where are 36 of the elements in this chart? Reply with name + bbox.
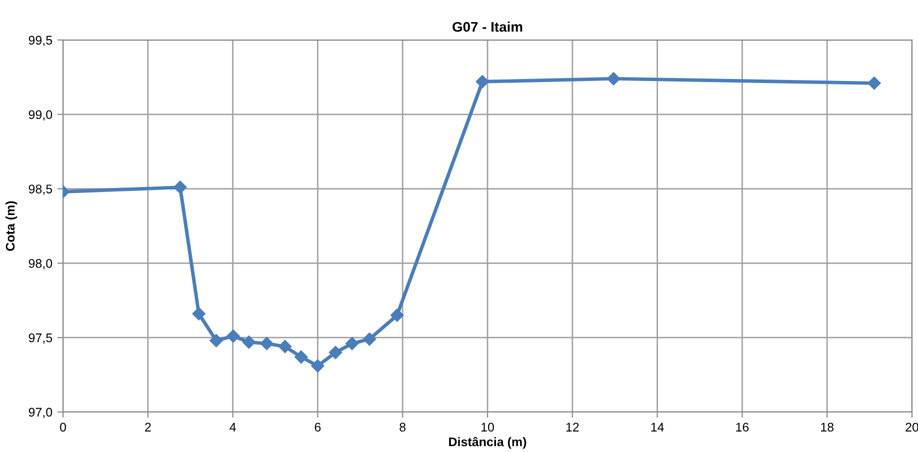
y-tick-label: 97,5 xyxy=(28,333,52,344)
point xyxy=(390,308,404,322)
chart-title: G07 - Itaim xyxy=(452,22,522,32)
y-tick-label: 99,5 xyxy=(28,36,52,46)
point xyxy=(328,346,342,360)
y-tick-label: 99,0 xyxy=(28,110,52,121)
x-tick-label: 14 xyxy=(651,422,664,432)
x-tick-label: 4 xyxy=(230,422,236,432)
x-tick-label: 12 xyxy=(566,422,579,432)
point xyxy=(294,350,308,364)
y-tick-label: 98,5 xyxy=(28,184,52,195)
point xyxy=(210,334,223,348)
x-tick-label: 6 xyxy=(314,422,321,432)
y-tick-label: 98,0 xyxy=(28,259,52,270)
x-tick-label: 16 xyxy=(736,422,749,432)
x-tick-label: 8 xyxy=(400,422,406,432)
point xyxy=(362,332,376,346)
y-tick-label: 97,0 xyxy=(28,408,52,418)
x-tick-label: 18 xyxy=(821,422,834,432)
point xyxy=(226,330,240,343)
x-tick-label: 0 xyxy=(60,422,66,432)
x-axis-title: Distância (m) xyxy=(449,436,526,449)
x-tick-label: 2 xyxy=(145,422,151,432)
point xyxy=(311,359,324,372)
point xyxy=(260,336,274,350)
point xyxy=(278,340,292,354)
x-tick-label: 10 xyxy=(482,422,494,432)
point xyxy=(192,307,206,320)
point xyxy=(345,336,359,350)
point xyxy=(476,75,489,88)
point xyxy=(174,180,187,194)
y-axis-title: Cota (m) xyxy=(5,201,18,251)
point xyxy=(868,76,881,90)
point xyxy=(606,72,620,86)
x-tick-label: 20 xyxy=(906,422,918,432)
point xyxy=(242,335,256,349)
